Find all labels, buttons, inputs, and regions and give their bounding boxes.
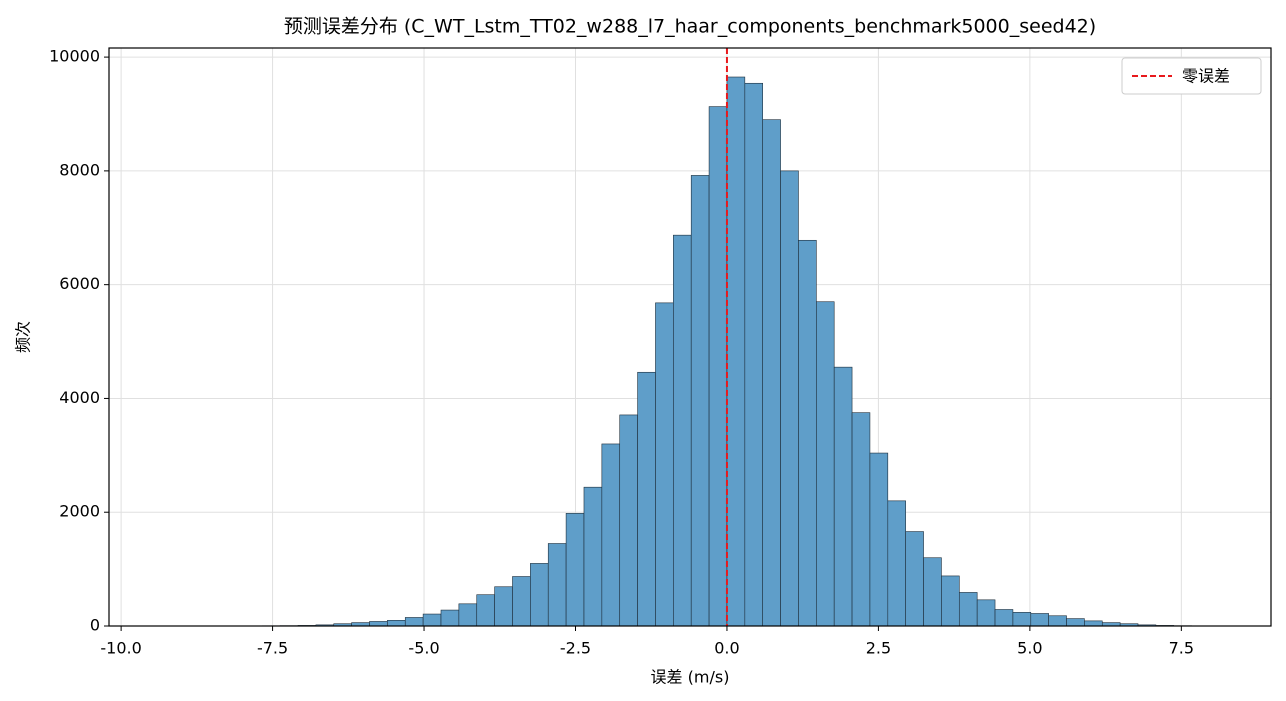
histogram-bar (458, 603, 478, 627)
histogram-bar (1084, 620, 1103, 627)
x-axis-label: 误差 (m/s) (651, 668, 730, 687)
histogram-bar (923, 557, 942, 627)
histogram-bar (941, 575, 960, 627)
histogram-bar (601, 443, 621, 627)
histogram-bar (1012, 612, 1032, 627)
histogram-bar (851, 412, 871, 627)
histogram-bar (655, 302, 674, 627)
histogram-bar (726, 76, 746, 627)
x-tick-label: -2.5 (560, 639, 591, 658)
histogram-bar (1030, 613, 1049, 627)
chart-title: 预测误差分布 (C_WT_Lstm_TT02_w288_l7_haar_comp… (284, 16, 1096, 38)
plot-frame (108, 47, 1272, 627)
histogram-bar (708, 106, 728, 627)
x-tick-label: 0.0 (714, 639, 739, 658)
histogram-bar (404, 617, 424, 627)
histogram-bar (744, 82, 764, 627)
histogram-bar (583, 486, 603, 627)
x-tick-label: -10.0 (100, 639, 141, 658)
histogram-bar (1066, 618, 1085, 627)
x-tick-label: -7.5 (257, 639, 288, 658)
y-tick-label: 0 (90, 616, 100, 635)
histogram-bar (512, 576, 531, 627)
y-tick-label: 4000 (59, 388, 100, 407)
histogram-bar (869, 452, 889, 627)
histogram-bar (905, 531, 924, 627)
x-tick-label: 2.5 (866, 639, 891, 658)
histogram-bar (798, 239, 817, 627)
y-tick-label: 10000 (49, 47, 100, 66)
legend-label: 零误差 (1182, 67, 1230, 86)
histogram-bar (387, 620, 406, 627)
histogram-bar (494, 586, 513, 627)
x-tick-label: 7.5 (1169, 639, 1194, 658)
histogram-bar (816, 301, 835, 627)
x-tick-label: -5.0 (408, 639, 439, 658)
y-tick-label: 2000 (59, 502, 100, 521)
histogram-bar (637, 371, 656, 627)
histogram-bar (565, 513, 585, 627)
histogram-bar (976, 599, 996, 627)
legend-box (1121, 57, 1262, 95)
histogram-bar (994, 609, 1014, 627)
histogram-bar (619, 414, 638, 627)
histogram-bar (530, 563, 549, 627)
histogram-bar (440, 609, 460, 627)
histogram-bar (780, 170, 799, 627)
y-tick-label: 6000 (59, 274, 100, 293)
histogram-bar (887, 500, 906, 627)
histogram-bar (369, 621, 388, 627)
histogram-bar (1048, 615, 1067, 627)
histogram-bar (673, 234, 692, 627)
histogram-bar (833, 366, 853, 627)
y-tick-label: 8000 (59, 160, 100, 179)
histogram-bar (690, 175, 710, 627)
x-tick-label: 5.0 (1017, 639, 1042, 658)
histogram-bar (762, 119, 781, 627)
histogram-bar (958, 592, 978, 627)
histogram-bar (422, 613, 442, 627)
histogram-bar (476, 594, 495, 627)
y-axis-label: 频次 (14, 321, 33, 353)
histogram-bar (547, 543, 567, 627)
